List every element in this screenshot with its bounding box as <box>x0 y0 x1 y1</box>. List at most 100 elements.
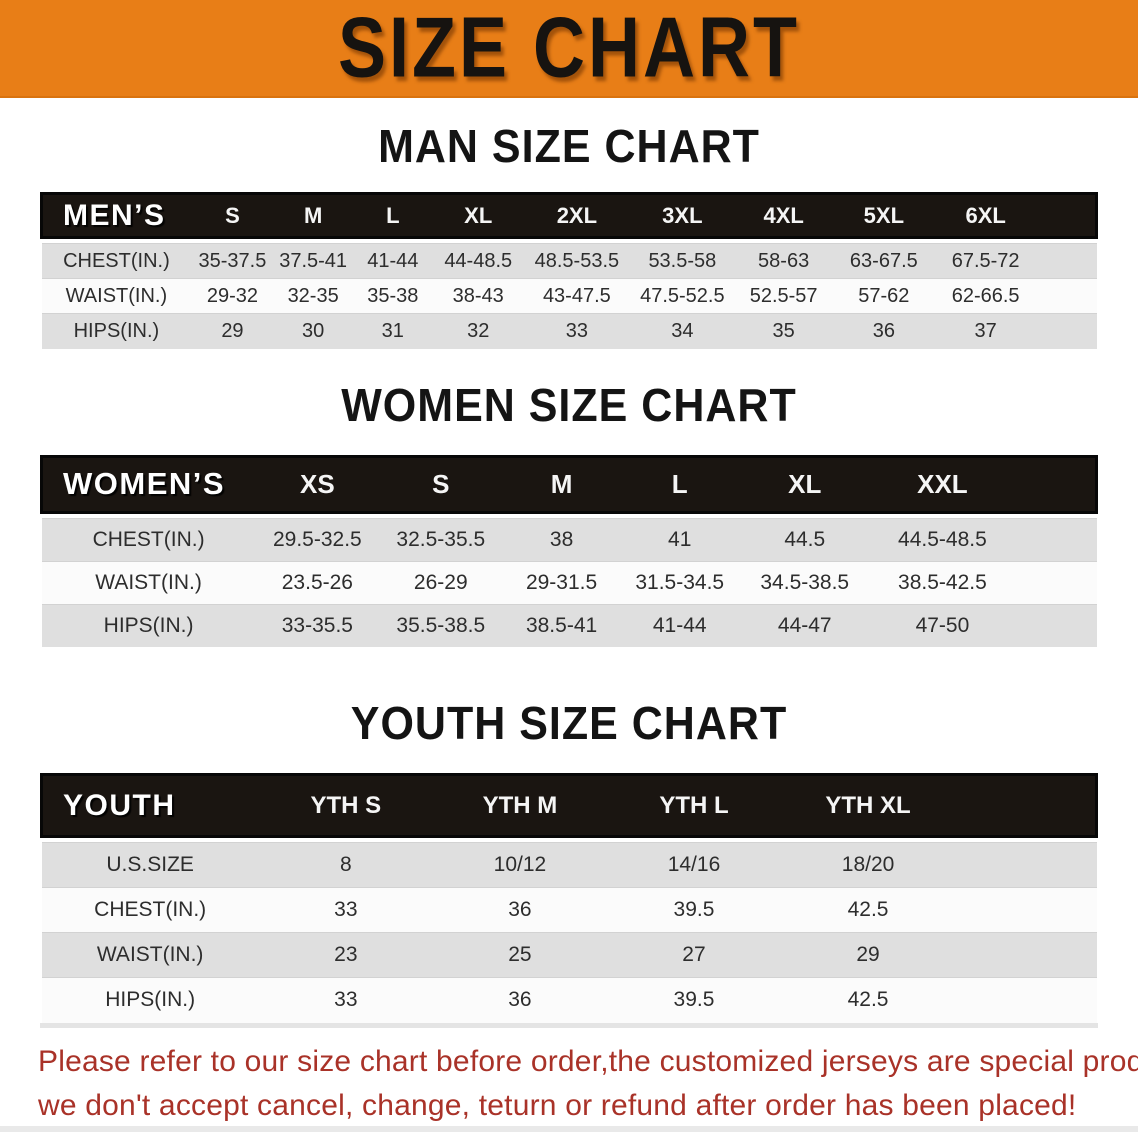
column-header-5xl: 5XL <box>832 192 936 239</box>
column-header-l: L <box>620 454 739 514</box>
cell-value: 35 <box>734 313 833 349</box>
column-header-m: M <box>273 192 353 239</box>
column-header-2xl: 2XL <box>523 192 631 239</box>
youth-header-row: YOUTH YTH S YTH M YTH L YTH XL <box>39 773 1099 838</box>
table-bottom-divider <box>40 1022 1098 1028</box>
men-row-hipsin: HIPS(IN.) 29 30 31 32 33 34 35 36 37 <box>41 313 1097 349</box>
row-filler <box>1014 517 1097 561</box>
row-label: HIPS(IN.) <box>41 977 259 1023</box>
cell-value: 36 <box>432 977 607 1023</box>
cell-value: 33 <box>523 313 631 349</box>
row-filler <box>1036 278 1097 314</box>
row-label: CHEST(IN.) <box>41 243 192 279</box>
cell-value: 39.5 <box>606 887 782 933</box>
row-label: CHEST(IN.) <box>41 887 259 933</box>
cell-value: 39.5 <box>606 977 782 1023</box>
cell-value: 38.5-41 <box>502 603 621 647</box>
cell-value: 37.5-41 <box>273 243 353 279</box>
youth-size-table: YOUTH YTH S YTH M YTH L YTH XL U.S.SIZE 8 10/12… <box>39 773 1099 1023</box>
cell-value: 29-31.5 <box>502 560 621 604</box>
cell-value: 35.5-38.5 <box>379 603 503 647</box>
column-header-l: L <box>352 192 433 239</box>
cell-value: 32.5-35.5 <box>379 517 503 561</box>
women-size-table: WOMEN’S XS S M L XL XXL CHEST(IN.) 29.5-32.5 32.5… <box>39 454 1099 647</box>
header-filler <box>1036 192 1099 239</box>
cell-value: 47-50 <box>870 603 1015 647</box>
row-filler <box>1036 243 1097 279</box>
women-table-title: WOMEN’S <box>39 454 256 514</box>
cell-value: 32 <box>432 313 524 349</box>
cell-value: 37 <box>935 313 1037 349</box>
cell-value: 41-44 <box>352 243 433 279</box>
cell-value: 14/16 <box>606 842 782 888</box>
row-label: WAIST(IN.) <box>41 932 259 978</box>
row-label: WAIST(IN.) <box>41 560 256 604</box>
row-filler <box>1014 603 1097 647</box>
cell-value: 36 <box>832 313 936 349</box>
women-row-waistin: WAIST(IN.) 23.5-26 26-29 29-31.5 31.5-34.5 34… <box>41 560 1097 604</box>
column-header-yth-s: YTH S <box>258 773 433 838</box>
cell-value: 41-44 <box>620 603 739 647</box>
cell-value: 44-47 <box>738 603 871 647</box>
cell-value: 31.5-34.5 <box>620 560 739 604</box>
row-filler <box>1036 313 1097 349</box>
column-header-yth-xl: YTH XL <box>781 773 956 838</box>
size-chart-banner: SIZE CHART <box>0 0 1138 98</box>
cell-value: 33-35.5 <box>255 603 380 647</box>
cell-value: 23 <box>258 932 433 978</box>
women-section-heading: WOMEN SIZE CHART <box>341 379 797 432</box>
cell-value: 47.5-52.5 <box>630 278 735 314</box>
cell-value: 35-38 <box>352 278 433 314</box>
cell-value: 29-32 <box>191 278 274 314</box>
row-filler <box>955 887 1097 933</box>
column-header-xxl: XXL <box>870 454 1015 514</box>
cell-value: 29 <box>781 932 956 978</box>
women-row-chestin: CHEST(IN.) 29.5-32.5 32.5-35.5 38 41 44.5 44.5… <box>41 517 1097 561</box>
men-section-heading: MAN SIZE CHART <box>378 121 760 173</box>
cell-value: 38.5-42.5 <box>870 560 1015 604</box>
cell-value: 33 <box>258 887 433 933</box>
cell-value: 52.5-57 <box>734 278 833 314</box>
row-filler <box>955 977 1097 1023</box>
row-filler <box>955 842 1097 888</box>
men-size-table: MEN’S S M L XL 2XL 3XL 4XL 5XL 6XL CHEST(IN.) 35-37… <box>40 192 1099 349</box>
cell-value: 44-48.5 <box>432 243 524 279</box>
column-header-xl: XL <box>432 192 524 239</box>
order-notice-line1: Please refer to our size chart before or… <box>38 1044 1138 1078</box>
cell-value: 41 <box>620 517 739 561</box>
order-notice-line2: we don't accept cancel, change, teturn o… <box>38 1088 1077 1122</box>
cell-value: 38-43 <box>432 278 524 314</box>
cell-value: 38 <box>502 517 621 561</box>
cell-value: 35-37.5 <box>191 243 274 279</box>
row-label: HIPS(IN.) <box>41 603 256 647</box>
cell-value: 63-67.5 <box>832 243 936 279</box>
men-row-waistin: WAIST(IN.) 29-32 32-35 35-38 38-43 43-47.5 47.… <box>41 278 1097 314</box>
column-header-xl: XL <box>738 454 871 514</box>
banner-title: SIZE CHART <box>338 0 800 96</box>
cell-value: 31 <box>352 313 433 349</box>
women-size-section: WOMEN SIZE CHART WOMEN’S XS S M L XL XXL CHEST(… <box>0 379 1138 647</box>
bottom-edge-divider <box>0 1126 1138 1132</box>
column-header-yth-l: YTH L <box>606 773 782 838</box>
row-label: HIPS(IN.) <box>41 313 192 349</box>
youth-row-chestin: CHEST(IN.) 33 36 39.5 42.5 <box>41 887 1097 933</box>
row-label: CHEST(IN.) <box>41 517 256 561</box>
men-row-chestin: CHEST(IN.) 35-37.5 37.5-41 41-44 44-48.5 48.5… <box>41 243 1097 279</box>
cell-value: 48.5-53.5 <box>523 243 631 279</box>
men-header-row: MEN’S S M L XL 2XL 3XL 4XL 5XL 6XL <box>40 192 1099 239</box>
youth-row-waistin: WAIST(IN.) 23 25 27 29 <box>41 932 1097 978</box>
row-label: WAIST(IN.) <box>41 278 192 314</box>
youth-size-section: YOUTH SIZE CHART YOUTH YTH S YTH M YTH L YTH… <box>0 698 1138 1028</box>
cell-value: 34.5-38.5 <box>738 560 871 604</box>
youth-row-hipsin: HIPS(IN.) 33 36 39.5 42.5 <box>41 977 1097 1023</box>
cell-value: 58-63 <box>734 243 833 279</box>
women-header-row: WOMEN’S XS S M L XL XXL <box>39 454 1099 514</box>
cell-value: 25 <box>432 932 607 978</box>
header-filler <box>1014 454 1099 514</box>
men-size-section: MAN SIZE CHART MEN’S S M L XL 2XL 3XL 4XL 5XL 6XL… <box>0 121 1138 349</box>
youth-section-heading: YOUTH SIZE CHART <box>350 698 788 750</box>
cell-value: 42.5 <box>781 887 956 933</box>
youth-row-ussize: U.S.SIZE 8 10/12 14/16 18/20 <box>41 842 1097 888</box>
cell-value: 8 <box>258 842 433 888</box>
cell-value: 27 <box>606 932 782 978</box>
